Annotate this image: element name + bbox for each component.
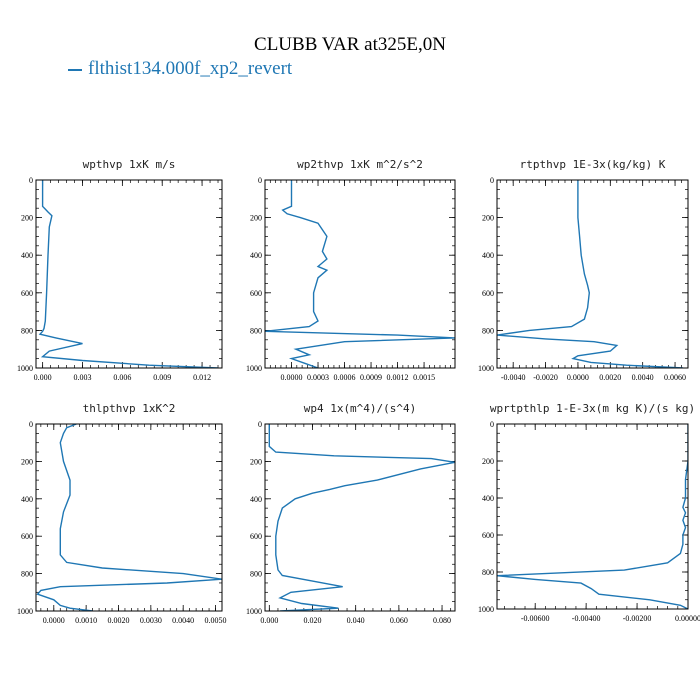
plot-panel-5: wp4 1x(m^4)/(s^4) 0.000 0.020 0.040 0.060 0.0… xyxy=(246,402,456,625)
y-tick-label: 600 xyxy=(21,289,33,298)
x-tick-label: 0.003 xyxy=(74,373,92,382)
legend-label: flthist134.000f_xp2_revert xyxy=(88,58,293,79)
y-tick-label: 800 xyxy=(482,568,494,577)
series-line-1 xyxy=(265,180,455,368)
x-tick-label: 0.000 xyxy=(34,373,52,382)
x-tick-label: 0.0000 xyxy=(281,373,303,382)
y-tick-label: 200 xyxy=(21,214,33,223)
series-line-1 xyxy=(36,424,222,611)
y-tick-label: 200 xyxy=(482,457,494,466)
x-tick-label: 0.006 xyxy=(113,373,131,382)
y-tick-label: 1000 xyxy=(478,605,494,614)
y-tick-label: 0 xyxy=(258,176,262,185)
x-tick-label: 0.0006 xyxy=(334,373,356,382)
x-tick-label: -0.0020 xyxy=(533,373,558,382)
y-tick-label: 0 xyxy=(490,420,494,429)
legend: flthist134.000f_xp2_revert xyxy=(68,58,292,80)
plot-panel-1: wpthvp 1xK m/s 0.000 0.003 0.006 0.009 0.012 0… xyxy=(17,158,223,382)
x-tick-label: 0.080 xyxy=(433,616,451,625)
legend-swatch xyxy=(68,68,82,71)
y-tick-label: 1000 xyxy=(17,607,33,616)
plot-frame xyxy=(496,423,689,610)
x-tick-label: 0.060 xyxy=(390,616,408,625)
x-tick-label: 0.000 xyxy=(260,616,278,625)
plot-frame xyxy=(35,423,223,612)
y-tick-label: 200 xyxy=(21,457,33,466)
x-tick-label: 0.0040 xyxy=(632,373,654,382)
plot-title: wp4 1x(m^4)/(s^4) xyxy=(304,402,417,415)
y-tick-label: 600 xyxy=(250,289,262,298)
plot-frame xyxy=(264,423,456,612)
x-tick-label: 0.012 xyxy=(193,373,211,382)
y-tick-label: 600 xyxy=(250,532,262,541)
x-tick-label: 0.0009 xyxy=(360,373,382,382)
series-line-1 xyxy=(268,424,455,611)
plot-title: wpthvp 1xK m/s xyxy=(83,158,176,171)
y-tick-label: 1000 xyxy=(17,364,33,373)
x-tick-label: 0.040 xyxy=(347,616,365,625)
y-tick-label: 400 xyxy=(250,251,262,260)
x-tick-label: 0.0015 xyxy=(413,373,435,382)
y-tick-label: 1000 xyxy=(246,607,262,616)
y-tick-label: 0 xyxy=(490,176,494,185)
plot-title: thlpthvp 1xK^2 xyxy=(83,402,176,415)
y-tick-label: 400 xyxy=(482,494,494,503)
y-tick-label: 800 xyxy=(482,326,494,335)
y-tick-label: 200 xyxy=(250,214,262,223)
plot-panel-2: wp2thvp 1xK m^2/s^2 0.0000 0.0003 0.0006 0.0… xyxy=(246,158,456,382)
x-tick-label: 0.0000 xyxy=(567,373,589,382)
series-line-1 xyxy=(38,180,219,368)
series-line-1 xyxy=(497,424,688,609)
plot-frame xyxy=(264,179,456,369)
x-tick-label: 0.0000 xyxy=(43,616,65,625)
x-tick-label: -0.00400 xyxy=(572,614,601,623)
series-line-1 xyxy=(497,180,684,368)
plot-panel-6: wprtpthlp 1-E-3x(m kg K)/(s kg) -0.00600 -… xyxy=(478,402,700,623)
x-tick-label: 0.0020 xyxy=(599,373,621,382)
x-tick-label: -0.00600 xyxy=(521,614,550,623)
y-tick-label: 0 xyxy=(258,420,262,429)
x-tick-label: -0.00200 xyxy=(623,614,652,623)
plot-panel-3: rtpthvp 1E-3x(kg/kg) K -0.0040 -0.0020 0.00… xyxy=(478,158,689,382)
x-tick-label: 0.0050 xyxy=(205,616,227,625)
plot-frame xyxy=(35,179,223,369)
y-tick-label: 600 xyxy=(482,531,494,540)
y-tick-label: 800 xyxy=(21,326,33,335)
y-tick-label: 400 xyxy=(482,251,494,260)
y-tick-label: 600 xyxy=(21,532,33,541)
y-tick-label: 0 xyxy=(29,420,33,429)
y-tick-label: 0 xyxy=(29,176,33,185)
y-tick-label: 600 xyxy=(482,289,494,298)
chart-title: CLUBB VAR at325E,0N xyxy=(254,34,446,55)
y-tick-label: 800 xyxy=(250,570,262,579)
x-tick-label: 0.009 xyxy=(153,373,171,382)
plot-title: wp2thvp 1xK m^2/s^2 xyxy=(297,158,423,171)
x-tick-label: 0.020 xyxy=(304,616,322,625)
x-tick-label: 0.00000 xyxy=(675,614,700,623)
x-tick-label: 0.0003 xyxy=(307,373,329,382)
plot-frame xyxy=(496,179,689,369)
x-tick-label: -0.0040 xyxy=(501,373,526,382)
x-tick-label: 0.0030 xyxy=(140,616,162,625)
y-tick-label: 200 xyxy=(250,457,262,466)
plot-title: rtpthvp 1E-3x(kg/kg) K xyxy=(520,158,666,171)
plot-panel-4: thlpthvp 1xK^2 0.0000 0.0010 0.0020 0.0030 0.… xyxy=(17,402,227,625)
plot-title: wprtpthlp 1-E-3x(m kg K)/(s kg) xyxy=(490,402,695,415)
y-tick-label: 800 xyxy=(21,570,33,579)
y-tick-label: 400 xyxy=(21,251,33,260)
y-tick-label: 1000 xyxy=(246,364,262,373)
y-tick-label: 400 xyxy=(21,495,33,504)
x-tick-label: 0.0040 xyxy=(172,616,194,625)
y-tick-label: 200 xyxy=(482,214,494,223)
x-tick-label: 0.0060 xyxy=(664,373,686,382)
y-tick-label: 800 xyxy=(250,326,262,335)
y-tick-label: 1000 xyxy=(478,364,494,373)
x-tick-label: 0.0020 xyxy=(107,616,129,625)
y-tick-label: 400 xyxy=(250,495,262,504)
x-tick-label: 0.0012 xyxy=(387,373,409,382)
x-tick-label: 0.0010 xyxy=(75,616,97,625)
